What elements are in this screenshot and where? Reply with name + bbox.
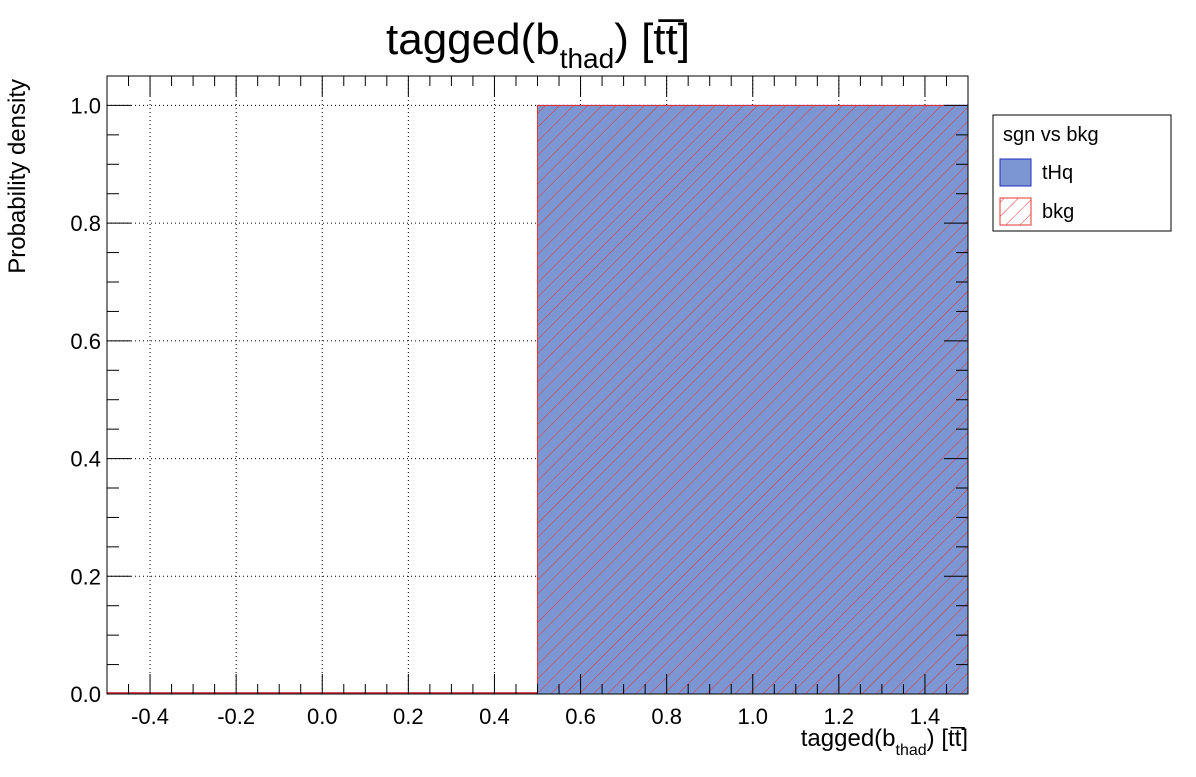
- chart-title: tagged(bthad) [tt̅]: [386, 15, 690, 74]
- bars-layer: [107, 104, 969, 695]
- y-tick-label: 1.0: [70, 93, 101, 118]
- x-tick-label: 0.0: [307, 704, 338, 729]
- y-tick-label: 0.0: [70, 682, 101, 707]
- y-tick-label: 0.8: [70, 211, 101, 236]
- x-axis-label: tagged(bthad) [tt̅]: [801, 725, 968, 759]
- legend-label-thq: tHq: [1042, 162, 1073, 184]
- y-tick-label: 0.6: [70, 329, 101, 354]
- x-tick-label: -0.2: [217, 704, 255, 729]
- x-tick-label: 1.0: [737, 704, 768, 729]
- x-tick-label: 0.4: [479, 704, 510, 729]
- legend-swatch-bkg: [999, 197, 1032, 226]
- x-tick-label: 0.8: [651, 704, 682, 729]
- x-tick-label: 0.6: [565, 704, 596, 729]
- axes-layer: -0.4 -0.2 0.0 0.2 0.4 0.6 0.8 1.0 1.2 1.4 0.0 0.2 0.…: [70, 75, 969, 729]
- x-tick-label: 1.2: [824, 704, 855, 729]
- y-tick-label: 0.4: [70, 447, 101, 472]
- legend: sgn vs bkg tHq bkg: [992, 114, 1172, 232]
- bar-bkg-1: [537, 104, 969, 695]
- x-tick-label: -0.4: [131, 704, 169, 729]
- y-axis-label: Probability density: [4, 79, 31, 274]
- x-tick-label: 1.4: [910, 704, 941, 729]
- legend-title: sgn vs bkg: [1003, 124, 1099, 146]
- legend-label-bkg: bkg: [1042, 201, 1074, 223]
- x-tick-label: 0.2: [393, 704, 424, 729]
- y-tick-label: 0.2: [70, 564, 101, 589]
- legend-swatch-thq: [999, 158, 1032, 187]
